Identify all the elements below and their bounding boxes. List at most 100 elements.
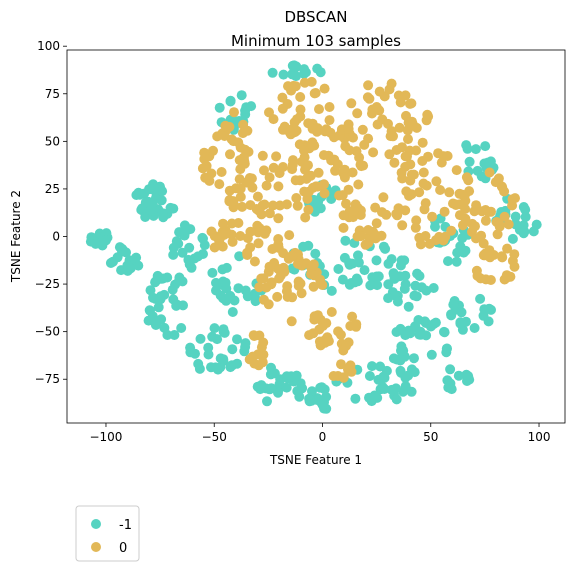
point-cluster-0 [397, 142, 408, 153]
point-cluster-0 [303, 160, 313, 171]
point-noise [391, 394, 402, 405]
point-noise [480, 141, 491, 152]
point-cluster-0 [200, 172, 211, 183]
point-cluster-0 [287, 159, 298, 170]
point-cluster-0 [411, 215, 422, 226]
point-cluster-0 [261, 282, 272, 293]
y-axis-label: TSNE Feature 2 [9, 190, 23, 283]
point-noise [297, 383, 308, 394]
point-cluster-0 [315, 274, 326, 285]
point-noise [144, 184, 154, 195]
point-noise [220, 277, 231, 288]
point-cluster-0 [292, 258, 303, 269]
point-cluster-0 [363, 133, 374, 144]
point-cluster-0 [454, 210, 465, 221]
point-noise [321, 391, 332, 402]
point-cluster-0 [299, 186, 310, 197]
point-cluster-0 [215, 232, 226, 243]
point-cluster-0 [346, 366, 357, 377]
point-noise [364, 371, 375, 381]
point-cluster-0 [400, 161, 411, 172]
y-axis: −75 −50 −25 0 25 50 75 100 [35, 39, 67, 386]
point-cluster-0 [305, 170, 316, 181]
point-noise [234, 251, 245, 262]
point-noise [168, 249, 179, 260]
point-cluster-0 [216, 167, 227, 177]
point-cluster-0 [378, 192, 389, 203]
point-cluster-0 [234, 155, 245, 166]
point-cluster-0 [281, 199, 292, 210]
point-noise [213, 364, 223, 375]
point-cluster-0 [438, 151, 449, 162]
point-cluster-0 [502, 243, 513, 254]
point-noise [218, 293, 229, 304]
point-noise [456, 307, 467, 318]
point-noise [399, 283, 410, 294]
point-noise [445, 364, 456, 375]
point-cluster-0 [356, 161, 367, 172]
point-cluster-0 [319, 179, 329, 190]
point-noise [176, 323, 187, 333]
legend-label-0: 0 [119, 541, 127, 556]
point-cluster-0 [319, 83, 330, 94]
point-cluster-0 [339, 172, 350, 183]
point-noise [145, 285, 156, 296]
point-noise [411, 291, 422, 302]
point-cluster-0 [282, 281, 293, 292]
point-cluster-0 [444, 187, 455, 198]
point-cluster-0 [341, 198, 351, 209]
point-cluster-0 [427, 211, 438, 222]
point-noise [388, 269, 399, 280]
point-noise [153, 302, 164, 313]
point-noise [225, 96, 236, 107]
point-noise [476, 171, 487, 182]
point-cluster-0 [212, 131, 223, 142]
point-cluster-0 [347, 167, 358, 178]
point-noise [333, 264, 344, 274]
point-cluster-0 [494, 219, 505, 230]
point-noise [148, 292, 158, 303]
point-cluster-0 [233, 137, 244, 148]
point-cluster-0 [290, 81, 301, 92]
point-cluster-0 [240, 144, 251, 155]
point-noise [347, 258, 358, 269]
point-cluster-0 [372, 119, 383, 130]
point-cluster-0 [362, 92, 373, 103]
point-cluster-0 [303, 204, 314, 215]
point-noise [439, 327, 450, 338]
point-cluster-0 [407, 119, 418, 129]
point-cluster-0 [411, 145, 421, 156]
point-noise [145, 205, 156, 216]
point-noise [140, 212, 151, 222]
point-noise [307, 386, 317, 397]
point-cluster-0 [244, 173, 255, 183]
legend-label-neg1: -1 [119, 518, 132, 533]
point-noise [150, 320, 161, 330]
point-cluster-0 [277, 92, 288, 103]
point-noise [319, 384, 330, 395]
point-cluster-0 [475, 273, 486, 284]
point-noise [352, 276, 363, 287]
point-noise [291, 71, 301, 82]
point-noise [209, 323, 220, 334]
point-cluster-0 [325, 127, 336, 138]
point-cluster-0 [229, 107, 239, 118]
point-cluster-0 [264, 107, 274, 118]
point-cluster-0 [286, 316, 297, 327]
y-tick-label: 100 [37, 39, 60, 53]
point-noise [289, 60, 300, 71]
point-noise [470, 144, 481, 155]
point-noise [121, 247, 131, 258]
point-cluster-0 [335, 329, 346, 340]
point-cluster-0 [284, 230, 295, 241]
point-cluster-0 [509, 261, 520, 272]
point-cluster-0 [273, 181, 284, 192]
point-noise [455, 318, 466, 329]
point-noise [186, 262, 197, 273]
point-noise [403, 301, 414, 312]
point-cluster-0 [338, 222, 349, 233]
point-noise [443, 256, 453, 267]
chart-title: DBSCAN [284, 8, 347, 26]
y-tick-label: −50 [35, 325, 60, 339]
point-noise [227, 307, 238, 317]
